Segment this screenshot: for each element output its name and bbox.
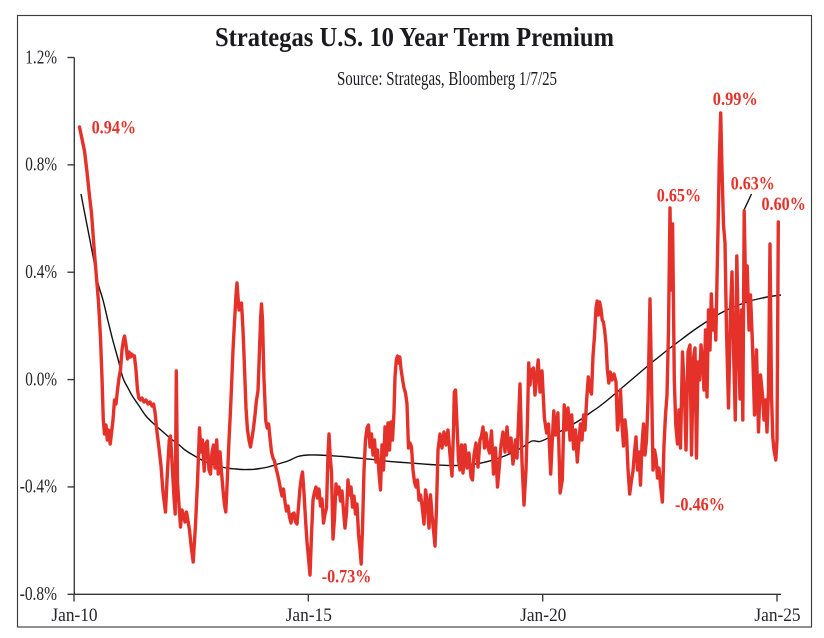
svg-text:Strategas U.S. 10 Year Term Pr: Strategas U.S. 10 Year Term Premium: [215, 22, 614, 52]
svg-text:0.94%: 0.94%: [92, 118, 137, 139]
svg-text:0.8%: 0.8%: [25, 155, 57, 176]
svg-text:-0.4%: -0.4%: [20, 477, 57, 498]
svg-text:Jan-10: Jan-10: [51, 605, 97, 626]
svg-text:1.2%: 1.2%: [25, 47, 57, 68]
svg-text:0.0%: 0.0%: [25, 369, 57, 390]
svg-text:-0.73%: -0.73%: [322, 567, 372, 588]
svg-text:0.65%: 0.65%: [657, 186, 701, 207]
svg-text:Jan-25: Jan-25: [754, 605, 800, 626]
svg-text:Jan-15: Jan-15: [286, 605, 332, 626]
svg-text:0.99%: 0.99%: [713, 89, 758, 110]
svg-text:Jan-20: Jan-20: [520, 605, 566, 626]
svg-text:0.60%: 0.60%: [762, 194, 806, 215]
svg-text:0.4%: 0.4%: [25, 262, 57, 283]
svg-text:-0.8%: -0.8%: [20, 584, 57, 605]
svg-text:0.63%: 0.63%: [731, 174, 775, 195]
svg-text:Source: Strategas, Bloomberg 1: Source: Strategas, Bloomberg 1/7/25: [337, 68, 557, 90]
svg-text:-0.46%: -0.46%: [675, 495, 725, 516]
